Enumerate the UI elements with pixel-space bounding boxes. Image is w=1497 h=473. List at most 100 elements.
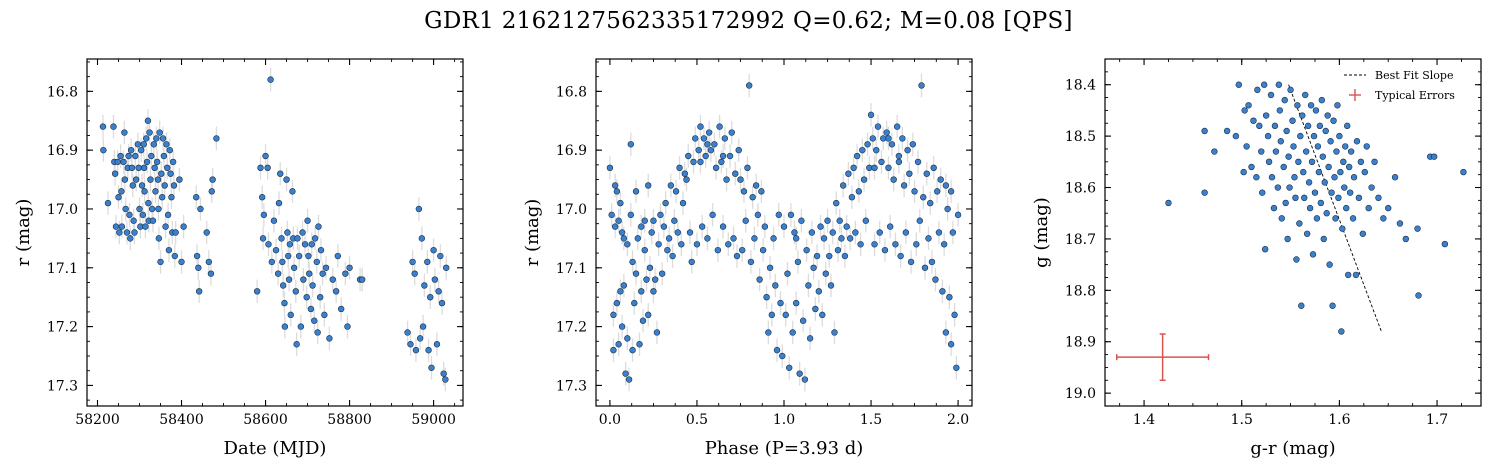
data-point — [421, 282, 428, 289]
data-point — [895, 152, 903, 160]
axes-frame — [1104, 58, 1482, 407]
data-point — [705, 129, 713, 136]
data-point — [707, 146, 715, 154]
data-point — [631, 299, 638, 307]
data-point — [428, 364, 435, 371]
x-tick-label: 59000 — [411, 412, 456, 428]
data-point — [946, 293, 953, 301]
data-point — [606, 164, 614, 172]
data-point — [1327, 138, 1334, 145]
data-point — [1305, 179, 1313, 186]
data-point — [1349, 215, 1357, 222]
data-point — [1223, 127, 1231, 135]
data-point — [1313, 215, 1321, 222]
data-point — [157, 258, 164, 266]
data-point — [141, 188, 148, 195]
data-point — [1271, 122, 1279, 130]
data-points — [99, 76, 450, 383]
data-point — [888, 141, 896, 148]
data-point — [918, 82, 925, 89]
data-point — [294, 235, 301, 242]
data-point — [314, 329, 321, 336]
data-point — [1368, 184, 1375, 191]
data-point — [632, 270, 640, 277]
data-point — [763, 293, 770, 301]
data-point — [272, 246, 280, 254]
data-point — [440, 370, 447, 377]
data-point — [775, 211, 782, 219]
data-point — [1289, 117, 1296, 124]
y-tick-label: 17.0 — [47, 202, 78, 218]
data-point — [768, 311, 776, 319]
data-point — [1284, 235, 1291, 243]
data-point — [786, 364, 793, 371]
data-point — [170, 182, 178, 189]
data-point — [1326, 261, 1333, 268]
data-point — [281, 299, 288, 307]
data-point — [430, 246, 437, 254]
x-tick-label: 1.5 — [860, 412, 882, 428]
data-point — [907, 258, 915, 266]
data-point — [279, 282, 287, 289]
data-point — [1299, 112, 1306, 119]
data-point — [1301, 194, 1308, 202]
data-point — [758, 188, 765, 195]
data-point — [658, 270, 666, 277]
legend: Best Fit Slope Typical Errors — [1344, 69, 1455, 102]
data-point — [871, 164, 878, 172]
data-point — [424, 258, 431, 266]
data-point — [899, 135, 906, 142]
data-point — [111, 170, 119, 177]
data-point — [1396, 220, 1404, 227]
data-point — [618, 323, 626, 330]
data-point — [164, 211, 172, 219]
data-point — [719, 152, 727, 160]
data-point — [1318, 96, 1326, 104]
data-point — [651, 276, 659, 283]
data-point — [1385, 204, 1392, 212]
data-point — [1304, 122, 1312, 130]
data-point — [303, 293, 310, 301]
data-point — [172, 229, 179, 236]
data-point — [342, 270, 349, 277]
data-point — [617, 288, 624, 295]
data-point — [906, 170, 913, 177]
data-point — [1270, 204, 1278, 212]
data-point — [193, 194, 200, 201]
y-axis-label: r (mag) — [522, 199, 543, 267]
data-point — [1245, 102, 1252, 109]
data-point — [874, 123, 882, 130]
x-tick-label: 2.0 — [947, 412, 969, 428]
data-point — [751, 235, 758, 242]
data-point — [344, 323, 351, 330]
data-point — [806, 335, 814, 342]
data-point — [195, 264, 202, 271]
data-point — [747, 258, 755, 266]
plot-area — [99, 67, 450, 392]
data-point — [1311, 189, 1319, 196]
data-point — [803, 246, 810, 254]
data-point — [195, 288, 203, 295]
data-point — [1415, 292, 1422, 299]
data-point — [1274, 184, 1282, 191]
data-point — [728, 129, 735, 136]
data-point — [792, 235, 800, 242]
data-point — [1286, 184, 1293, 191]
data-point — [1264, 132, 1272, 140]
data-point — [940, 241, 948, 248]
data-point — [412, 346, 420, 354]
data-point — [305, 252, 312, 260]
data-point — [277, 170, 284, 177]
data-point — [268, 258, 276, 266]
data-point — [262, 152, 269, 160]
data-point — [1361, 168, 1368, 176]
data-point — [1240, 168, 1247, 176]
y-tick-label: 18.5 — [1065, 129, 1096, 145]
data-point — [1307, 102, 1315, 109]
data-point — [1341, 184, 1348, 191]
data-point — [205, 258, 213, 266]
data-point — [672, 188, 680, 195]
data-point — [164, 164, 171, 172]
data-point — [125, 152, 132, 160]
data-point — [796, 370, 803, 377]
